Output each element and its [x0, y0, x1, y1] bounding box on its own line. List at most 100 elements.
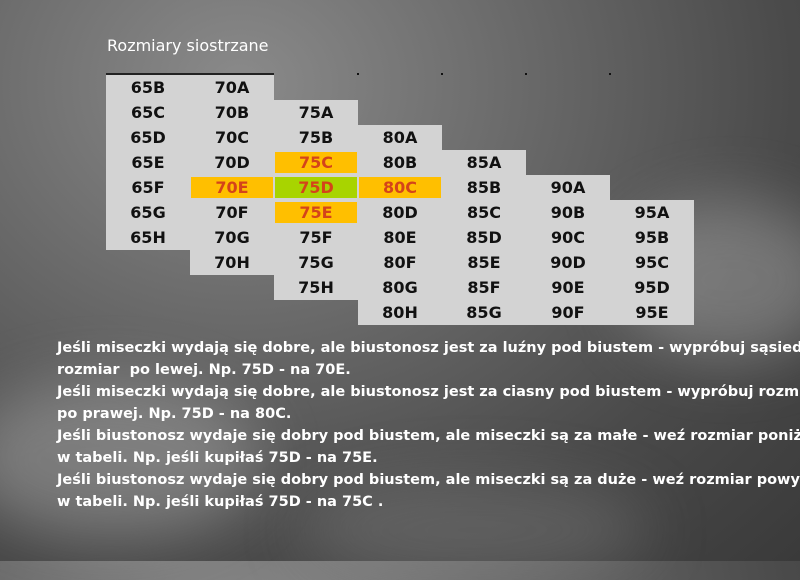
- table-top-border: [106, 73, 274, 75]
- size-cell: 70B: [190, 100, 274, 125]
- size-cell: 85F: [442, 275, 526, 300]
- size-cell: 95D: [610, 275, 694, 300]
- size-label: 80D: [382, 203, 418, 222]
- size-cell: 90B: [526, 200, 610, 225]
- highlight-orange: [191, 177, 273, 198]
- size-label: 80A: [382, 128, 418, 147]
- size-label: 85C: [466, 203, 501, 222]
- size-label: 70D: [214, 153, 250, 172]
- note-line: rozmiar po lewej. Np. 75D - na 70E.: [57, 362, 351, 378]
- size-label: 80H: [382, 303, 418, 322]
- size-cell: 70C: [190, 125, 274, 150]
- size-label: 70A: [214, 78, 250, 97]
- fitting-notes: Jeśli miseczki wydają się dobre, ale biu…: [57, 337, 800, 513]
- size-label: 85A: [466, 153, 502, 172]
- size-cell: 70A: [190, 75, 274, 100]
- note-line: Jeśli biustonosz wydaje się dobry pod bi…: [57, 472, 800, 488]
- size-cell: 80F: [358, 250, 442, 275]
- size-label: 95C: [634, 253, 669, 272]
- size-label: 90E: [551, 278, 585, 297]
- size-cell: 90D: [526, 250, 610, 275]
- size-label: 65F: [131, 178, 165, 197]
- size-label: 65D: [130, 128, 166, 147]
- size-label: 80E: [383, 228, 417, 247]
- size-cell: 90C: [526, 225, 610, 250]
- note-line: Jeśli miseczki wydają się dobre, ale biu…: [57, 384, 800, 400]
- size-label: 80B: [382, 153, 418, 172]
- size-label: 80F: [383, 253, 417, 272]
- size-label: 95D: [634, 278, 670, 297]
- size-label: 85F: [467, 278, 501, 297]
- highlight-orange: [275, 202, 357, 223]
- size-label: 85B: [466, 178, 502, 197]
- size-cell: 80C: [358, 175, 442, 200]
- size-cell: 95E: [610, 300, 694, 325]
- size-label: 85G: [466, 303, 502, 322]
- size-cell: 75F: [274, 225, 358, 250]
- size-label: 65H: [130, 228, 166, 247]
- size-label: 75H: [298, 278, 334, 297]
- note-line: w tabeli. Np. jeśli kupiłaś 75D - na 75C…: [57, 494, 384, 510]
- size-cell: 65G: [106, 200, 190, 225]
- size-label: 80C: [382, 178, 417, 197]
- size-label: 65B: [130, 78, 166, 97]
- size-label: 90A: [550, 178, 586, 197]
- size-label: 95B: [634, 228, 670, 247]
- size-label: 80G: [382, 278, 418, 297]
- size-label: 75A: [298, 103, 334, 122]
- decorative-dot: [609, 73, 611, 75]
- size-cell: 65E: [106, 150, 190, 175]
- size-cell: 80G: [358, 275, 442, 300]
- size-cell: 85C: [442, 200, 526, 225]
- size-cell: 90A: [526, 175, 610, 200]
- size-label: 90C: [550, 228, 585, 247]
- size-cell: 85E: [442, 250, 526, 275]
- size-label: 70H: [214, 253, 250, 272]
- size-cell: 75H: [274, 275, 358, 300]
- size-cell: 85G: [442, 300, 526, 325]
- size-cell: 95B: [610, 225, 694, 250]
- note-line: Jeśli miseczki wydają się dobre, ale biu…: [57, 340, 800, 356]
- size-cell: 90F: [526, 300, 610, 325]
- size-cell: 75B: [274, 125, 358, 150]
- size-label: 75B: [298, 128, 334, 147]
- size-cell: 80A: [358, 125, 442, 150]
- highlight-orange: [275, 152, 357, 173]
- size-cell: 95C: [610, 250, 694, 275]
- size-cell: 75C: [274, 150, 358, 175]
- size-label: 95A: [634, 203, 670, 222]
- size-cell: 80E: [358, 225, 442, 250]
- size-label: 70F: [215, 203, 249, 222]
- size-cell: 80D: [358, 200, 442, 225]
- decorative-dot: [525, 73, 527, 75]
- note-line: Jeśli biustonosz wydaje się dobry pod bi…: [57, 428, 800, 444]
- size-label: 90F: [551, 303, 585, 322]
- size-cell: 70H: [190, 250, 274, 275]
- size-label: 90D: [550, 253, 586, 272]
- highlight-orange: [359, 177, 441, 198]
- size-cell: 80B: [358, 150, 442, 175]
- size-label: 65G: [130, 203, 166, 222]
- size-label: 75F: [299, 228, 333, 247]
- size-cell: 65B: [106, 75, 190, 100]
- size-cell: 65H: [106, 225, 190, 250]
- size-label: 70G: [214, 228, 250, 247]
- decorative-dot: [357, 73, 359, 75]
- highlight-green: [275, 177, 357, 198]
- size-cell: 85D: [442, 225, 526, 250]
- size-cell: 70F: [190, 200, 274, 225]
- size-cell: 70G: [190, 225, 274, 250]
- page-title: Rozmiary siostrzane: [107, 36, 269, 55]
- size-cell: 65C: [106, 100, 190, 125]
- size-cell: 80H: [358, 300, 442, 325]
- size-label: 75E: [299, 203, 333, 222]
- size-cell: 85A: [442, 150, 526, 175]
- size-label: 75G: [298, 253, 334, 272]
- size-label: 65C: [130, 103, 165, 122]
- size-cell: 65D: [106, 125, 190, 150]
- size-cell: 75E: [274, 200, 358, 225]
- size-cell: 70E: [190, 175, 274, 200]
- size-cell: 95A: [610, 200, 694, 225]
- note-line: w tabeli. Np. jeśli kupiłaś 75D - na 75E…: [57, 450, 378, 466]
- size-label: 75D: [298, 178, 334, 197]
